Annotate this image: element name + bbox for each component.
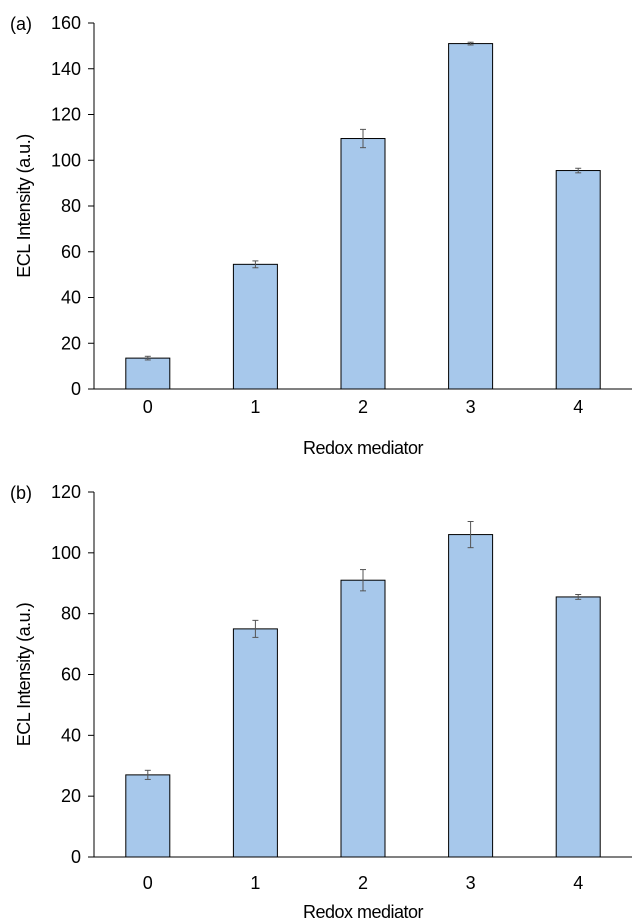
y-axis-label: ECL Intensity (a.u.) [14, 603, 34, 746]
bar-2 [340, 579, 386, 858]
y-tick-label: 80 [61, 196, 81, 216]
y-tick-label: 60 [61, 665, 81, 685]
y-tick-label: 40 [61, 725, 81, 745]
chart-panel-a: (a) 0 20 40 60 80 100 120 140 160 0 1 2 3 4 Redox media… [10, 13, 632, 458]
y-tick-label: 120 [51, 482, 81, 502]
x-tick-label: 1 [250, 397, 260, 417]
x-tick-label: 0 [143, 873, 153, 893]
y-tick-label: 160 [51, 13, 81, 33]
bar-4 [555, 170, 601, 390]
y-tick-label: 20 [61, 333, 81, 353]
x-tick-label: 0 [143, 397, 153, 417]
x-tick-label: 1 [250, 873, 260, 893]
bar-0 [125, 357, 171, 390]
bar-3 [448, 43, 494, 390]
bar-3 [448, 534, 494, 858]
panel-label: (a) [10, 14, 32, 34]
bar-1 [232, 263, 278, 390]
y-tick-label: 140 [51, 59, 81, 79]
bar-1 [232, 628, 278, 858]
y-tick-label: 100 [51, 150, 81, 170]
x-tick-label: 3 [466, 397, 476, 417]
bar-2 [340, 138, 386, 390]
x-tick-label: 4 [573, 873, 583, 893]
chart-panel-b: (b) 0 20 40 60 80 100 120 0 1 2 3 4 Redox mediator ECL… [10, 482, 632, 922]
x-axis-label: Redox mediator [303, 902, 424, 922]
x-tick-label: 2 [358, 873, 368, 893]
y-tick-label: 60 [61, 242, 81, 262]
x-axis-label: Redox mediator [303, 438, 424, 458]
y-tick-label: 40 [61, 288, 81, 308]
x-tick-label: 3 [466, 873, 476, 893]
y-tick-label: 80 [61, 604, 81, 624]
bar-0 [125, 774, 171, 858]
y-tick-label: 0 [71, 379, 81, 399]
y-tick-label: 20 [61, 786, 81, 806]
y-axis-label: ECL Intensity (a.u.) [14, 134, 34, 277]
x-tick-label: 4 [573, 397, 583, 417]
bar-4 [555, 596, 601, 858]
panel-label: (b) [10, 483, 32, 503]
y-tick-label: 0 [71, 847, 81, 867]
y-tick-label: 120 [51, 105, 81, 125]
y-tick-label: 100 [51, 543, 81, 563]
x-tick-label: 2 [358, 397, 368, 417]
